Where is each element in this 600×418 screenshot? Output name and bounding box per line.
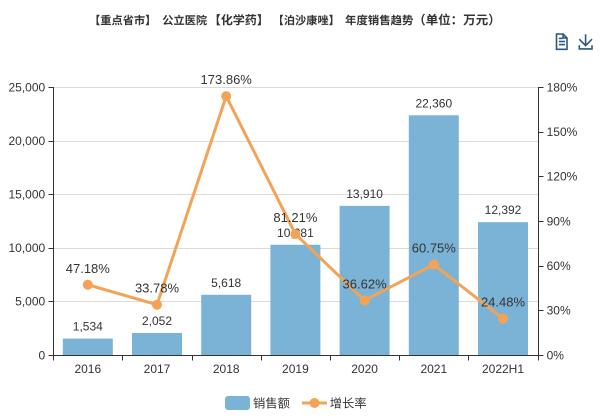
svg-text:24.48%: 24.48%	[481, 295, 526, 310]
svg-text:2018: 2018	[213, 362, 240, 376]
svg-text:120%: 120%	[547, 170, 578, 184]
svg-text:2017: 2017	[144, 362, 171, 376]
svg-text:2021: 2021	[420, 362, 447, 376]
svg-text:30%: 30%	[547, 304, 571, 318]
svg-text:10,000: 10,000	[8, 241, 45, 255]
svg-text:60.75%: 60.75%	[412, 241, 457, 256]
svg-text:12,392: 12,392	[485, 203, 522, 217]
svg-text:0%: 0%	[547, 348, 565, 362]
svg-text:2020: 2020	[351, 362, 378, 376]
svg-text:2022H1: 2022H1	[482, 362, 524, 376]
svg-text:60%: 60%	[547, 259, 571, 273]
svg-text:2016: 2016	[74, 362, 101, 376]
svg-text:173.86%: 173.86%	[201, 72, 253, 87]
svg-text:150%: 150%	[547, 125, 578, 139]
svg-text:90%: 90%	[547, 214, 571, 228]
svg-text:5,000: 5,000	[15, 295, 45, 309]
svg-text:47.18%: 47.18%	[66, 261, 111, 276]
svg-text:1,534: 1,534	[73, 320, 103, 334]
svg-text:25,000: 25,000	[8, 80, 45, 94]
svg-text:180%: 180%	[547, 80, 578, 94]
svg-text:36.62%: 36.62%	[343, 276, 388, 291]
svg-text:22,360: 22,360	[415, 96, 452, 110]
svg-text:5,618: 5,618	[211, 276, 241, 290]
svg-text:33.78%: 33.78%	[135, 281, 180, 296]
svg-text:20,000: 20,000	[8, 134, 45, 148]
svg-text:0: 0	[39, 348, 46, 362]
svg-text:81.21%: 81.21%	[273, 210, 318, 225]
svg-text:13,910: 13,910	[346, 187, 383, 201]
svg-text:15,000: 15,000	[8, 188, 45, 202]
svg-text:2,052: 2,052	[142, 314, 172, 328]
svg-text:2019: 2019	[282, 362, 309, 376]
